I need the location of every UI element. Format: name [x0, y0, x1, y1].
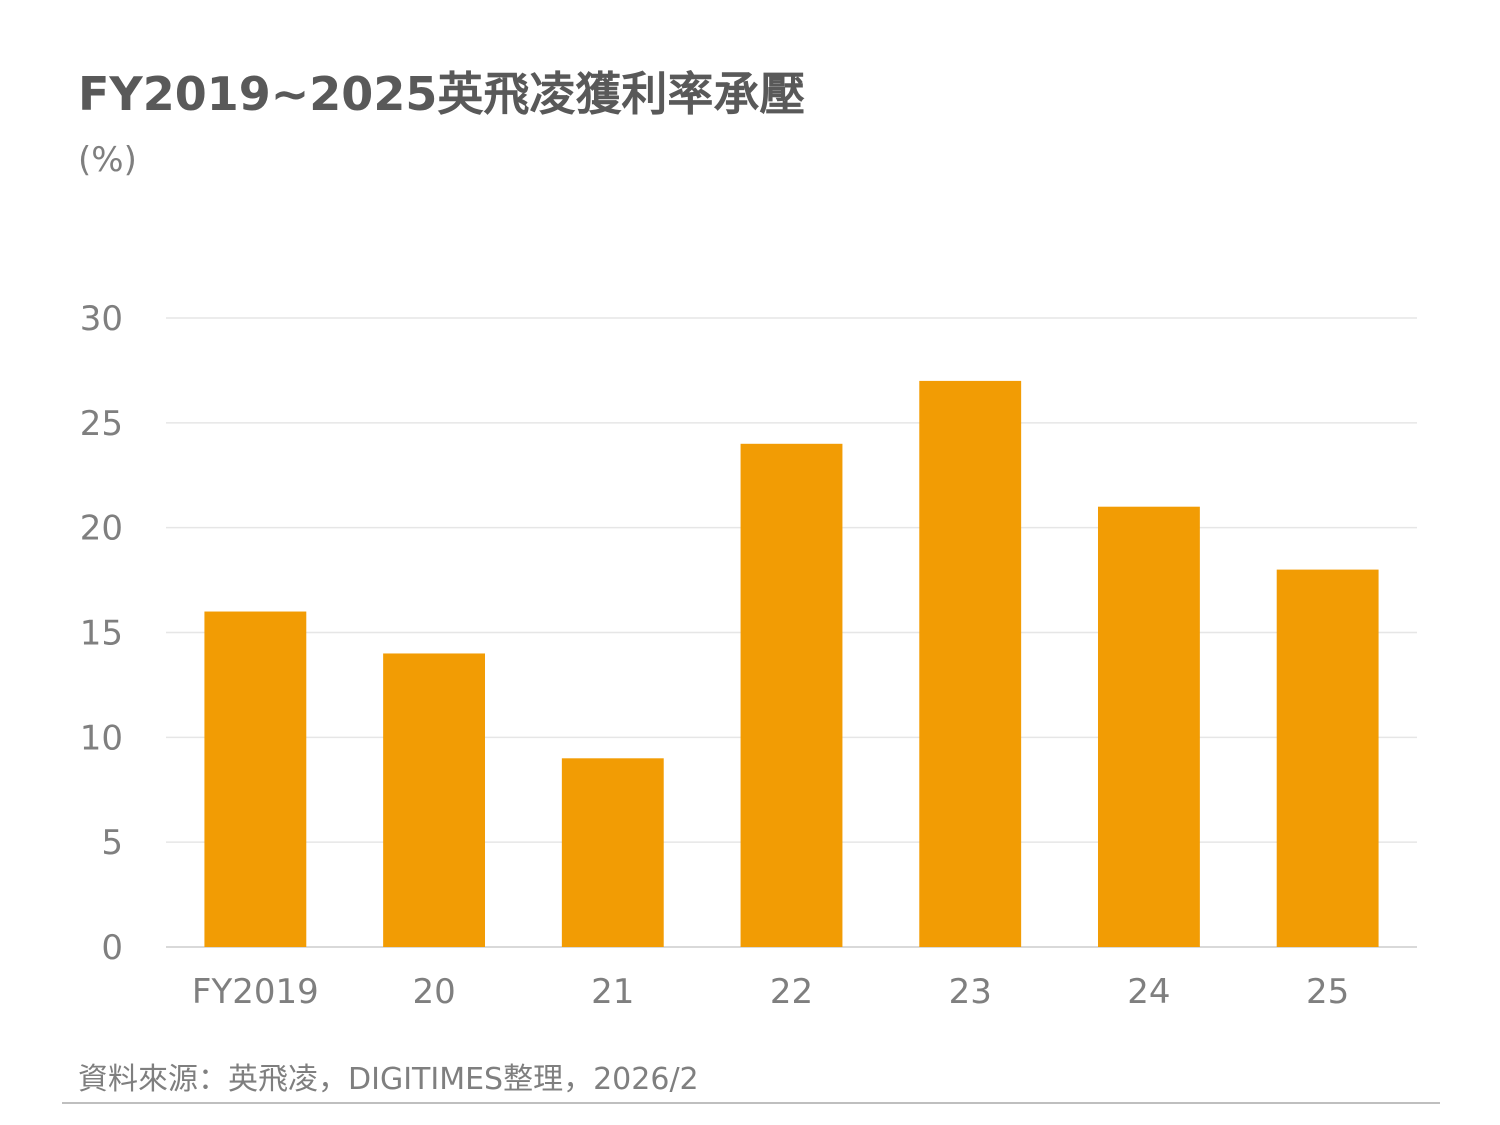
bar-24 [1097, 506, 1200, 947]
bar-25 [1276, 569, 1379, 947]
bar-20 [383, 653, 486, 947]
x-tick-label: 20 [412, 972, 455, 1012]
bottom-divider [62, 1102, 1440, 1104]
x-tick-label: FY2019 [192, 972, 319, 1012]
x-tick-label: 22 [770, 972, 813, 1012]
bars [204, 380, 1379, 947]
source-note: 資料來源：英飛凌，DIGITIMES整理，2026/2 [78, 1062, 699, 1097]
y-tick-label: 5 [101, 823, 123, 863]
y-tick-label: 10 [80, 718, 123, 758]
bar-22 [740, 443, 843, 947]
x-tick-label: 23 [949, 972, 992, 1012]
y-tick-label: 0 [101, 928, 123, 968]
y-axis-ticks: 0 5 10 15 20 25 30 [80, 299, 123, 968]
chart-title: FY2019~2025英飛凌獲利率承壓 [78, 67, 806, 121]
y-tick-label: 15 [80, 614, 123, 654]
x-axis-ticks: FY2019 20 21 22 23 24 25 [192, 972, 1349, 1012]
y-tick-label: 20 [80, 509, 123, 549]
x-tick-label: 21 [591, 972, 634, 1012]
y-axis-unit-label: (%) [78, 140, 137, 180]
y-tick-label: 30 [80, 299, 123, 339]
bar-FY2019 [204, 611, 307, 947]
x-tick-label: 25 [1306, 972, 1349, 1012]
bar-23 [919, 380, 1022, 947]
bar-21 [561, 758, 664, 947]
y-tick-label: 25 [80, 404, 123, 444]
x-tick-label: 24 [1127, 972, 1170, 1012]
